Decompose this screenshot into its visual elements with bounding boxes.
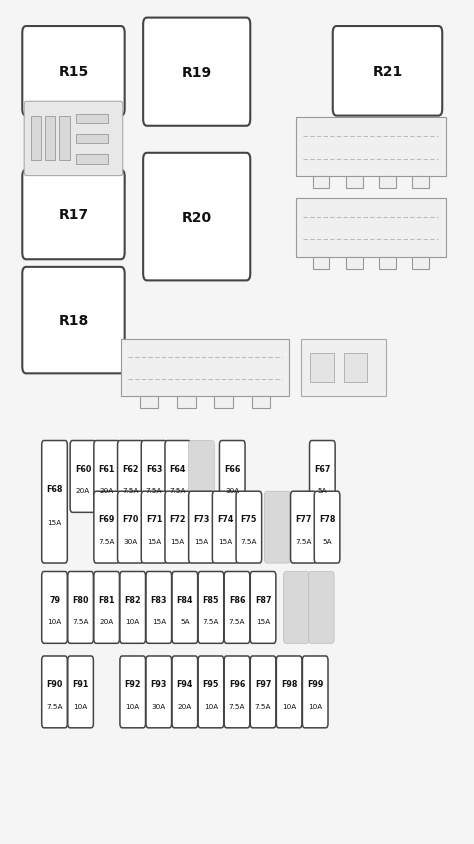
Text: 7.5A: 7.5A bbox=[146, 488, 162, 494]
Text: 79: 79 bbox=[49, 595, 60, 604]
Bar bbox=[412, 257, 429, 269]
FancyBboxPatch shape bbox=[94, 441, 119, 513]
Text: F81: F81 bbox=[99, 595, 115, 604]
FancyBboxPatch shape bbox=[24, 102, 123, 176]
Bar bbox=[412, 177, 429, 189]
Text: F60: F60 bbox=[75, 464, 91, 473]
Text: F68: F68 bbox=[46, 484, 63, 493]
Text: 7.5A: 7.5A bbox=[122, 488, 138, 494]
Text: F92: F92 bbox=[125, 679, 141, 689]
Text: F84: F84 bbox=[177, 595, 193, 604]
Text: F75: F75 bbox=[241, 515, 257, 524]
Bar bbox=[310, 354, 334, 382]
Text: F78: F78 bbox=[319, 515, 335, 524]
Text: R20: R20 bbox=[182, 210, 212, 225]
Text: 20A: 20A bbox=[100, 488, 114, 494]
Text: F80: F80 bbox=[73, 595, 89, 604]
FancyBboxPatch shape bbox=[118, 441, 143, 513]
Text: 10A: 10A bbox=[282, 703, 296, 709]
Text: F72: F72 bbox=[170, 515, 186, 524]
FancyBboxPatch shape bbox=[42, 572, 67, 643]
FancyBboxPatch shape bbox=[143, 19, 250, 127]
Text: 30A: 30A bbox=[152, 703, 166, 709]
Text: 5A: 5A bbox=[318, 488, 327, 494]
FancyBboxPatch shape bbox=[94, 572, 119, 643]
Text: F93: F93 bbox=[151, 679, 167, 689]
Text: 7.5A: 7.5A bbox=[99, 538, 115, 544]
Bar bbox=[177, 397, 196, 408]
Text: F74: F74 bbox=[217, 515, 233, 524]
Text: 10A: 10A bbox=[126, 619, 140, 625]
Text: F99: F99 bbox=[307, 679, 323, 689]
Bar bbox=[301, 339, 386, 397]
Text: 5A: 5A bbox=[180, 619, 190, 625]
Text: F91: F91 bbox=[73, 679, 89, 689]
FancyBboxPatch shape bbox=[224, 657, 250, 728]
Bar bbox=[76, 155, 108, 165]
FancyBboxPatch shape bbox=[333, 27, 442, 116]
Text: 7.5A: 7.5A bbox=[73, 619, 89, 625]
FancyBboxPatch shape bbox=[291, 491, 316, 564]
Text: 15A: 15A bbox=[47, 520, 62, 526]
Text: 7.5A: 7.5A bbox=[241, 538, 257, 544]
Text: F86: F86 bbox=[229, 595, 245, 604]
FancyBboxPatch shape bbox=[172, 572, 198, 643]
FancyBboxPatch shape bbox=[310, 441, 335, 513]
Bar bbox=[346, 177, 363, 189]
Text: F96: F96 bbox=[229, 679, 245, 689]
FancyBboxPatch shape bbox=[68, 657, 93, 728]
FancyBboxPatch shape bbox=[42, 657, 67, 728]
Bar bbox=[45, 117, 55, 161]
Text: 20A: 20A bbox=[178, 703, 192, 709]
Text: R21: R21 bbox=[373, 65, 402, 78]
FancyBboxPatch shape bbox=[22, 268, 125, 374]
FancyBboxPatch shape bbox=[302, 657, 328, 728]
Bar bbox=[59, 117, 70, 161]
Text: 10A: 10A bbox=[204, 703, 218, 709]
Text: 7.5A: 7.5A bbox=[46, 703, 63, 709]
FancyBboxPatch shape bbox=[94, 491, 119, 564]
Bar bbox=[31, 117, 41, 161]
FancyBboxPatch shape bbox=[22, 170, 125, 260]
FancyBboxPatch shape bbox=[141, 491, 167, 564]
Text: F85: F85 bbox=[203, 595, 219, 604]
FancyBboxPatch shape bbox=[264, 491, 290, 564]
FancyBboxPatch shape bbox=[189, 441, 214, 513]
Text: 5A: 5A bbox=[322, 538, 332, 544]
FancyBboxPatch shape bbox=[198, 657, 224, 728]
Text: F69: F69 bbox=[99, 515, 115, 524]
Text: F71: F71 bbox=[146, 515, 162, 524]
Bar bbox=[296, 198, 446, 257]
Text: 15A: 15A bbox=[194, 538, 209, 544]
FancyBboxPatch shape bbox=[276, 657, 302, 728]
FancyBboxPatch shape bbox=[165, 441, 191, 513]
Text: F70: F70 bbox=[122, 515, 138, 524]
Text: R18: R18 bbox=[58, 314, 89, 327]
Text: 15A: 15A bbox=[256, 619, 270, 625]
Text: 7.5A: 7.5A bbox=[255, 703, 271, 709]
FancyBboxPatch shape bbox=[120, 572, 146, 643]
Bar bbox=[214, 397, 233, 408]
Bar bbox=[313, 177, 329, 189]
Text: 15A: 15A bbox=[218, 538, 232, 544]
Text: 10A: 10A bbox=[73, 703, 88, 709]
FancyBboxPatch shape bbox=[70, 441, 96, 513]
FancyBboxPatch shape bbox=[212, 491, 238, 564]
Text: F63: F63 bbox=[146, 464, 162, 473]
Bar bbox=[296, 118, 446, 177]
Text: F66: F66 bbox=[224, 464, 240, 473]
Text: F61: F61 bbox=[99, 464, 115, 473]
FancyBboxPatch shape bbox=[198, 572, 224, 643]
Text: F62: F62 bbox=[122, 464, 138, 473]
FancyBboxPatch shape bbox=[68, 572, 93, 643]
Text: 10A: 10A bbox=[47, 619, 62, 625]
Text: 7.5A: 7.5A bbox=[170, 488, 186, 494]
Bar bbox=[76, 115, 108, 124]
FancyBboxPatch shape bbox=[219, 441, 245, 513]
FancyBboxPatch shape bbox=[250, 572, 276, 643]
Text: F98: F98 bbox=[281, 679, 297, 689]
FancyBboxPatch shape bbox=[22, 27, 125, 116]
Text: 30A: 30A bbox=[225, 488, 239, 494]
FancyBboxPatch shape bbox=[236, 491, 262, 564]
